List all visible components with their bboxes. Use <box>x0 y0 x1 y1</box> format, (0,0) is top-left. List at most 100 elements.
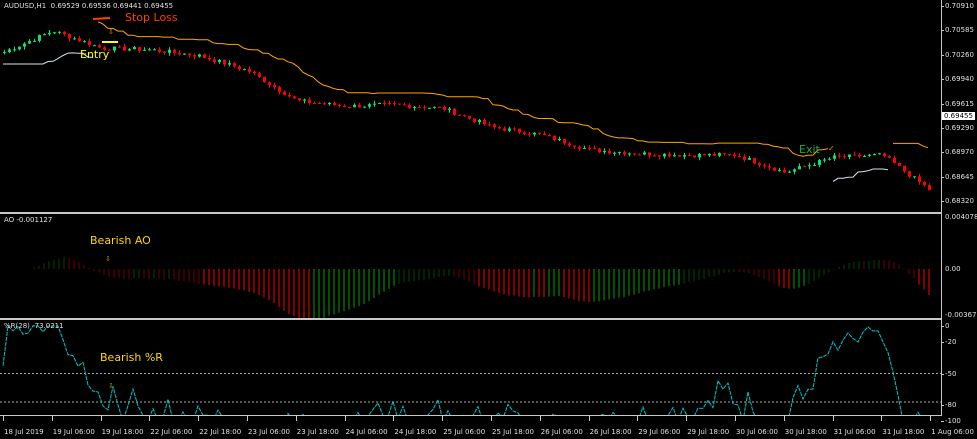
candle-body <box>138 47 141 51</box>
candle-body <box>118 46 121 48</box>
candle-body <box>718 153 721 156</box>
time-axis-label: 22 Jul 18:00 <box>199 428 242 436</box>
candle-body <box>888 156 891 158</box>
candle-body <box>173 49 176 53</box>
ao-header: AO -0.001127 <box>4 216 53 224</box>
candle-body <box>443 106 446 110</box>
candle-body <box>273 84 276 88</box>
candle-body <box>853 154 856 156</box>
time-tick <box>686 416 688 421</box>
candle-body <box>278 87 281 92</box>
candle-body <box>8 49 11 52</box>
time-tick <box>832 416 834 421</box>
candle-body <box>518 128 521 133</box>
candle-body <box>558 138 561 141</box>
time-axis-label: 26 Jul 18:00 <box>589 428 632 436</box>
candle-body <box>688 155 691 157</box>
candle-body <box>263 76 266 83</box>
price-axis-label: 0.69290 <box>945 124 974 132</box>
candle-body <box>678 155 681 157</box>
candle-body <box>773 167 776 171</box>
time-tick <box>295 416 297 421</box>
candle-body <box>468 116 471 119</box>
ao-arrow-icon: ⇩ <box>105 255 111 263</box>
time-axis-label: 26 Jul 06:00 <box>540 428 583 436</box>
wpr-panel[interactable]: ⇩ %R(28) -73.0211 Bearish %R <box>0 320 942 416</box>
candle-body <box>633 153 636 155</box>
candle-body <box>568 143 571 146</box>
candle-body <box>488 124 491 126</box>
candle-body <box>103 47 106 50</box>
candle-body <box>743 156 746 160</box>
entry-arrow-icon: ⇩ <box>108 28 114 36</box>
candle-body <box>553 135 556 141</box>
price-axis-label: 0.70585 <box>945 26 974 34</box>
time-axis-label: 22 Jul 06:00 <box>150 428 193 436</box>
price-tick <box>941 152 944 153</box>
candle-body <box>178 52 181 55</box>
candle-body <box>828 158 831 160</box>
candle-body <box>88 41 91 46</box>
candle-body <box>23 43 26 47</box>
candle-body <box>453 108 456 115</box>
candle-body <box>533 132 536 135</box>
candle-body <box>438 106 441 108</box>
candle-body <box>38 35 41 41</box>
price-axis-label: 0.70910 <box>945 2 974 10</box>
candle-body <box>648 152 651 156</box>
candle-body <box>473 118 476 123</box>
wpr-axis-label: -80 <box>945 401 957 409</box>
candle-body <box>448 108 451 110</box>
candle-body <box>513 128 516 130</box>
candle-body <box>423 107 426 109</box>
candle-body <box>168 49 171 53</box>
candle-body <box>503 128 506 131</box>
candle-body <box>693 155 696 158</box>
candle-body <box>508 128 511 131</box>
candle-body <box>233 63 236 67</box>
candle-body <box>53 32 56 34</box>
candle-body <box>653 155 656 157</box>
price-tick <box>941 6 944 7</box>
candle-body <box>228 63 231 65</box>
ao-panel[interactable]: ⇩ AO -0.001127 Bearish AO <box>0 214 942 320</box>
candle-body <box>783 169 786 173</box>
candle-body <box>463 115 466 117</box>
candle-body <box>658 155 661 157</box>
candle-body <box>478 119 481 123</box>
candle-body <box>398 103 401 105</box>
candle-body <box>548 135 551 137</box>
price-axis-label: 0.68645 <box>945 173 974 181</box>
candle-body <box>348 107 351 109</box>
candle-body <box>543 133 546 136</box>
candle-body <box>303 99 306 101</box>
candle-body <box>18 46 21 50</box>
candle-body <box>913 176 916 178</box>
candle-body <box>198 54 201 57</box>
candle-body <box>78 38 81 42</box>
candle-body <box>603 150 606 153</box>
candle-body <box>3 51 6 53</box>
candle-body <box>363 106 366 108</box>
candle-body <box>778 169 781 171</box>
candle-body <box>253 71 256 74</box>
time-axis-label: 30 Jul 18:00 <box>784 428 827 436</box>
wpr-tick <box>941 421 944 422</box>
time-axis-label: 24 Jul 06:00 <box>345 428 388 436</box>
candle-body <box>123 46 126 51</box>
candle-body <box>238 66 241 70</box>
candle-body <box>758 163 761 166</box>
wpr-arrow-icon: ⇩ <box>108 382 114 390</box>
price-chart-panel[interactable]: ⇩ ✓ AUDUSD,H1 0.69529 0.69536 0.69441 0.6… <box>0 0 942 214</box>
candle-body <box>838 155 841 157</box>
exit-label: Exit <box>799 143 820 156</box>
candle-body <box>863 155 866 157</box>
candle-body <box>323 103 326 105</box>
current-price-badge: 0.69455 <box>942 112 975 120</box>
candle-body <box>618 152 621 154</box>
candle-body <box>748 157 751 160</box>
candle-body <box>798 166 801 170</box>
candle-body <box>818 160 821 166</box>
time-axis-label: 25 Jul 18:00 <box>492 428 534 436</box>
time-axis-label: 31 Jul 06:00 <box>833 428 876 436</box>
